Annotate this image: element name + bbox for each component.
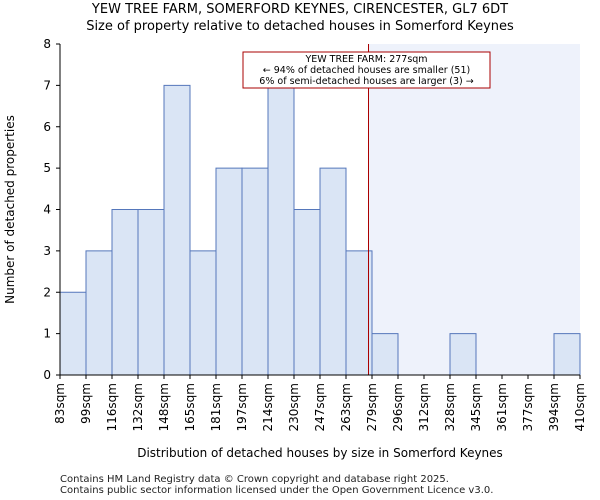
subject-annotation-box: YEW TREE FARM: 277sqm ← 94% of detached …: [242, 51, 491, 89]
bar-132sqm: [137, 209, 165, 376]
bar-148sqm: [163, 84, 191, 376]
annotation-title: YEW TREE FARM: 277sqm: [304, 54, 427, 65]
annotation-border: [242, 51, 491, 89]
bar-181sqm: [215, 167, 243, 376]
larger-than-subject-region: [368, 44, 580, 375]
x-tick-label: 328sqm: [443, 383, 457, 431]
bar-247sqm: [319, 167, 347, 376]
x-tick-label: 394sqm: [547, 383, 561, 431]
x-tick-label: 181sqm: [209, 383, 223, 431]
x-tick-label: 296sqm: [391, 383, 405, 431]
x-tick-label: 345sqm: [469, 383, 483, 431]
footer-licence: Contains public sector information licen…: [60, 485, 494, 496]
x-tick-label: 83sqm: [53, 383, 67, 424]
x-tick-labels: 83sqm 99sqm 116sqm 132sqm 148sqm 165sqm 181sqm…: [53, 375, 587, 431]
bar-165sqm: [189, 250, 217, 376]
x-tick-label: 214sqm: [261, 383, 275, 431]
bar-197sqm: [241, 167, 269, 376]
x-tick-label: 165sqm: [183, 383, 197, 431]
y-tick-label: 1: [43, 327, 51, 341]
bar-263sqm: [345, 250, 373, 376]
y-tick-label: 0: [43, 368, 51, 382]
bar-328sqm: [449, 333, 477, 376]
bar-116sqm: [111, 209, 139, 376]
x-tick-label: 410sqm: [573, 383, 587, 431]
y-tick-label: 5: [43, 161, 51, 175]
bar-83sqm: [59, 291, 87, 376]
x-axis-label: Distribution of detached houses by size …: [137, 446, 503, 460]
x-tick-label: 116sqm: [105, 383, 119, 431]
x-tick-label: 263sqm: [339, 383, 353, 431]
y-tick-label: 2: [43, 285, 51, 299]
x-tick-label: 247sqm: [313, 383, 327, 431]
bar-230sqm: [293, 209, 321, 376]
bar-279sqm: [371, 333, 399, 376]
x-tick-label: 132sqm: [131, 383, 145, 431]
chart-title-address: YEW TREE FARM, SOMERFORD KEYNES, CIRENCE…: [91, 2, 509, 17]
x-tick-label: 197sqm: [235, 383, 249, 431]
x-tick-label: 279sqm: [365, 383, 379, 431]
y-tick-label: 8: [43, 37, 51, 51]
x-tick-label: 230sqm: [287, 383, 301, 431]
chart-title: Size of property relative to detached ho…: [86, 19, 514, 34]
bar-99sqm: [85, 250, 113, 376]
y-tick-label: 3: [43, 244, 51, 258]
bar-214sqm: [267, 84, 295, 376]
x-tick-label: 361sqm: [495, 383, 509, 431]
x-tick-label: 377sqm: [521, 383, 535, 431]
annotation-larger-text: 6% of semi-detached houses are larger (3…: [259, 76, 473, 87]
y-tick-label: 4: [43, 203, 51, 217]
x-tick-label: 312sqm: [417, 383, 431, 431]
histogram-bars: [59, 84, 581, 376]
annotation-smaller-text: ← 94% of detached houses are smaller (51…: [263, 65, 470, 76]
y-tick-labels: 0 1 2 3 4 5 6 7 8: [43, 37, 60, 382]
x-tick-label: 99sqm: [79, 383, 93, 424]
y-tick-label: 6: [43, 120, 51, 134]
x-tick-label: 148sqm: [157, 383, 171, 431]
y-tick-label: 7: [43, 78, 51, 92]
footer-copyright: Contains HM Land Registry data © Crown c…: [60, 474, 449, 485]
y-axis-label: Number of detached properties: [3, 115, 17, 304]
bar-394sqm: [553, 333, 581, 376]
